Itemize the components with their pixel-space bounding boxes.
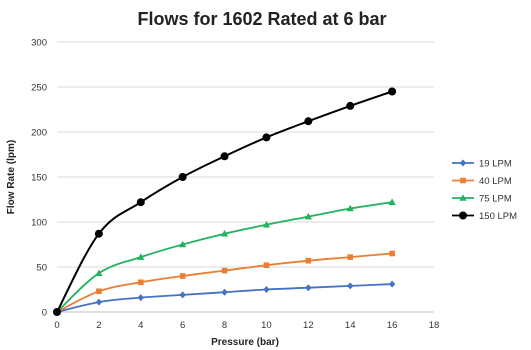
data-point-75-lpm: [262, 220, 271, 228]
data-point-75-lpm: [95, 269, 103, 277]
legend-item-75-lpm: 75 LPM: [452, 194, 512, 205]
y-tick-label: 150: [31, 173, 47, 184]
data-point-40-lpm: [305, 257, 312, 264]
x-tick-label: 12: [303, 320, 314, 331]
data-point-150-lpm: [304, 117, 313, 126]
legend-swatch-marker: [459, 211, 467, 220]
data-point-40-lpm: [347, 254, 354, 260]
x-tick-label: 8: [222, 320, 227, 331]
data-point-75-lpm: [388, 198, 396, 205]
data-point-150-lpm: [94, 229, 103, 238]
data-point-40-lpm: [96, 288, 102, 295]
x-tick-label: 2: [96, 320, 101, 331]
series-layer: [53, 87, 397, 316]
legend-label: 19 LPM: [479, 159, 512, 170]
y-tick-label: 250: [31, 83, 47, 94]
data-point-19-lpm: [221, 288, 228, 296]
y-tick-label: 100: [31, 218, 47, 229]
legend-label: 150 LPM: [479, 211, 517, 222]
series-40-lpm: [54, 250, 395, 315]
data-point-75-lpm: [346, 204, 354, 212]
data-point-40-lpm: [137, 279, 144, 286]
y-tick-label: 0: [42, 308, 47, 319]
x-tick-label: 6: [180, 320, 185, 331]
data-point-19-lpm: [179, 291, 186, 299]
data-point-75-lpm: [220, 229, 229, 237]
data-point-40-lpm: [221, 267, 228, 274]
data-point-150-lpm: [262, 133, 271, 142]
x-tick-label: 10: [261, 320, 272, 331]
y-tick-label: 200: [31, 128, 47, 139]
legend-swatch-marker: [460, 177, 466, 184]
data-point-150-lpm: [53, 308, 61, 316]
data-point-150-lpm: [220, 152, 229, 161]
legend-item-150-lpm: 150 LPM: [452, 211, 517, 222]
y-axis-title: Flow Rate (lpm): [6, 140, 17, 214]
legend-item-19-lpm: 19 LPM: [452, 159, 512, 170]
series-line-150-lpm: [56, 90, 393, 313]
x-tick-label: 4: [138, 320, 143, 331]
legend: 19 LPM 40 LPM 75 LPM 150 LPM: [452, 159, 517, 222]
x-tick-label: 0: [54, 320, 59, 331]
series-75-lpm: [53, 198, 396, 315]
data-point-75-lpm: [179, 240, 187, 248]
axes: 0 50 100 150 200 250 300 0 2 4 6 8 10 12 14 16 18: [31, 38, 439, 332]
data-point-19-lpm: [137, 294, 144, 302]
legend-label: 40 LPM: [479, 176, 512, 187]
chart-title: Flows for 1602 Rated at 6 bar: [137, 9, 386, 29]
data-point-150-lpm: [388, 87, 397, 96]
gridlines: [57, 41, 434, 268]
data-point-19-lpm: [263, 286, 270, 293]
legend-swatch-marker: [459, 159, 467, 167]
data-point-75-lpm: [304, 212, 312, 220]
data-point-150-lpm: [136, 198, 145, 207]
data-point-19-lpm: [305, 284, 312, 292]
x-axis-title: Pressure (bar): [211, 337, 279, 348]
data-point-40-lpm: [179, 273, 186, 279]
series-150-lpm: [53, 87, 397, 316]
data-point-40-lpm: [263, 262, 270, 268]
data-point-150-lpm: [346, 101, 355, 110]
data-point-19-lpm: [347, 282, 354, 290]
series-19-lpm: [53, 280, 396, 316]
data-point-19-lpm: [388, 280, 396, 288]
x-tick-label: 14: [345, 320, 356, 331]
y-tick-label: 50: [36, 263, 47, 274]
series-line-40-lpm: [56, 252, 393, 313]
data-point-19-lpm: [95, 298, 103, 306]
y-tick-label: 300: [31, 38, 47, 49]
data-point-75-lpm: [137, 253, 145, 260]
x-tick-label: 18: [429, 320, 440, 331]
data-point-150-lpm: [178, 173, 187, 181]
legend-swatch-marker: [459, 194, 467, 201]
x-tick-label: 16: [387, 320, 398, 331]
legend-label: 75 LPM: [479, 194, 512, 205]
legend-item-40-lpm: 40 LPM: [452, 176, 512, 187]
data-point-40-lpm: [389, 250, 395, 257]
